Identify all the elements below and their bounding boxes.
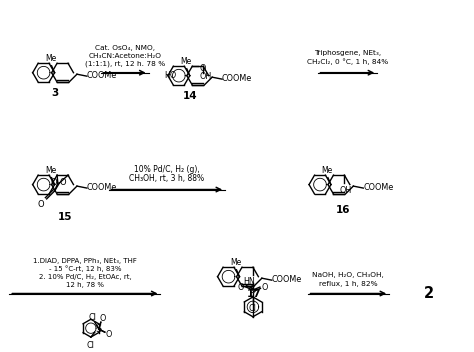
Text: S: S bbox=[96, 324, 102, 334]
Text: S: S bbox=[250, 285, 256, 295]
Text: CH₂Cl₂, 0 °C, 1 h, 84%: CH₂Cl₂, 0 °C, 1 h, 84% bbox=[307, 58, 388, 65]
Text: 14: 14 bbox=[183, 92, 198, 101]
Text: Me: Me bbox=[45, 54, 56, 63]
Text: 2. 10% Pd/C, H₂, EtOAc, rt,: 2. 10% Pd/C, H₂, EtOAc, rt, bbox=[38, 274, 131, 280]
Text: Me: Me bbox=[321, 166, 333, 175]
Text: COOMe: COOMe bbox=[363, 183, 393, 191]
Text: reflux, 1 h, 82%: reflux, 1 h, 82% bbox=[319, 281, 378, 287]
Text: Me: Me bbox=[230, 258, 241, 267]
Text: Cl: Cl bbox=[87, 340, 95, 350]
Text: CH₃OH, rt, 3 h, 88%: CH₃OH, rt, 3 h, 88% bbox=[129, 174, 204, 183]
Text: 16: 16 bbox=[336, 205, 351, 215]
Text: 15: 15 bbox=[58, 212, 72, 222]
Text: Cl: Cl bbox=[89, 313, 97, 322]
Text: COOMe: COOMe bbox=[87, 71, 117, 80]
Text: O: O bbox=[51, 178, 57, 187]
Text: Triphosgene, NEt₃,: Triphosgene, NEt₃, bbox=[314, 50, 381, 56]
Text: OH: OH bbox=[199, 71, 211, 81]
Text: (1:1:1), rt, 12 h. 78 %: (1:1:1), rt, 12 h. 78 % bbox=[84, 61, 165, 67]
Text: 1.DIAD, DPPA, PPh₃, NEt₃, THF: 1.DIAD, DPPA, PPh₃, NEt₃, THF bbox=[33, 258, 137, 264]
Text: 10% Pd/C, H₂ (g),: 10% Pd/C, H₂ (g), bbox=[134, 165, 199, 174]
Text: O: O bbox=[60, 178, 66, 187]
Text: CH₃CN:Acetone:H₂O: CH₃CN:Acetone:H₂O bbox=[88, 53, 161, 59]
Text: Cl: Cl bbox=[249, 304, 257, 313]
Text: O: O bbox=[262, 283, 268, 291]
Text: O: O bbox=[238, 283, 244, 291]
Text: O: O bbox=[199, 64, 205, 73]
Text: Me: Me bbox=[45, 166, 56, 175]
Text: 17: 17 bbox=[246, 289, 261, 298]
Text: OH: OH bbox=[339, 186, 352, 195]
Text: - 15 °C-rt, 12 h, 83%: - 15 °C-rt, 12 h, 83% bbox=[49, 265, 121, 272]
Text: O: O bbox=[106, 329, 112, 339]
Text: Me: Me bbox=[180, 57, 191, 66]
Text: O: O bbox=[37, 200, 44, 209]
Text: 2: 2 bbox=[424, 286, 434, 301]
Text: COOMe: COOMe bbox=[222, 74, 252, 83]
Text: O: O bbox=[100, 314, 106, 323]
Text: HO: HO bbox=[164, 71, 177, 80]
Text: NaOH, H₂O, CH₃OH,: NaOH, H₂O, CH₃OH, bbox=[312, 272, 384, 278]
Text: COOMe: COOMe bbox=[87, 183, 117, 191]
Text: HN: HN bbox=[243, 277, 255, 285]
Text: 3: 3 bbox=[52, 88, 59, 99]
Text: Cat. OsO₄, NMO,: Cat. OsO₄, NMO, bbox=[95, 45, 155, 51]
Text: COOMe: COOMe bbox=[272, 275, 302, 284]
Text: 12 h, 78 %: 12 h, 78 % bbox=[66, 282, 104, 288]
